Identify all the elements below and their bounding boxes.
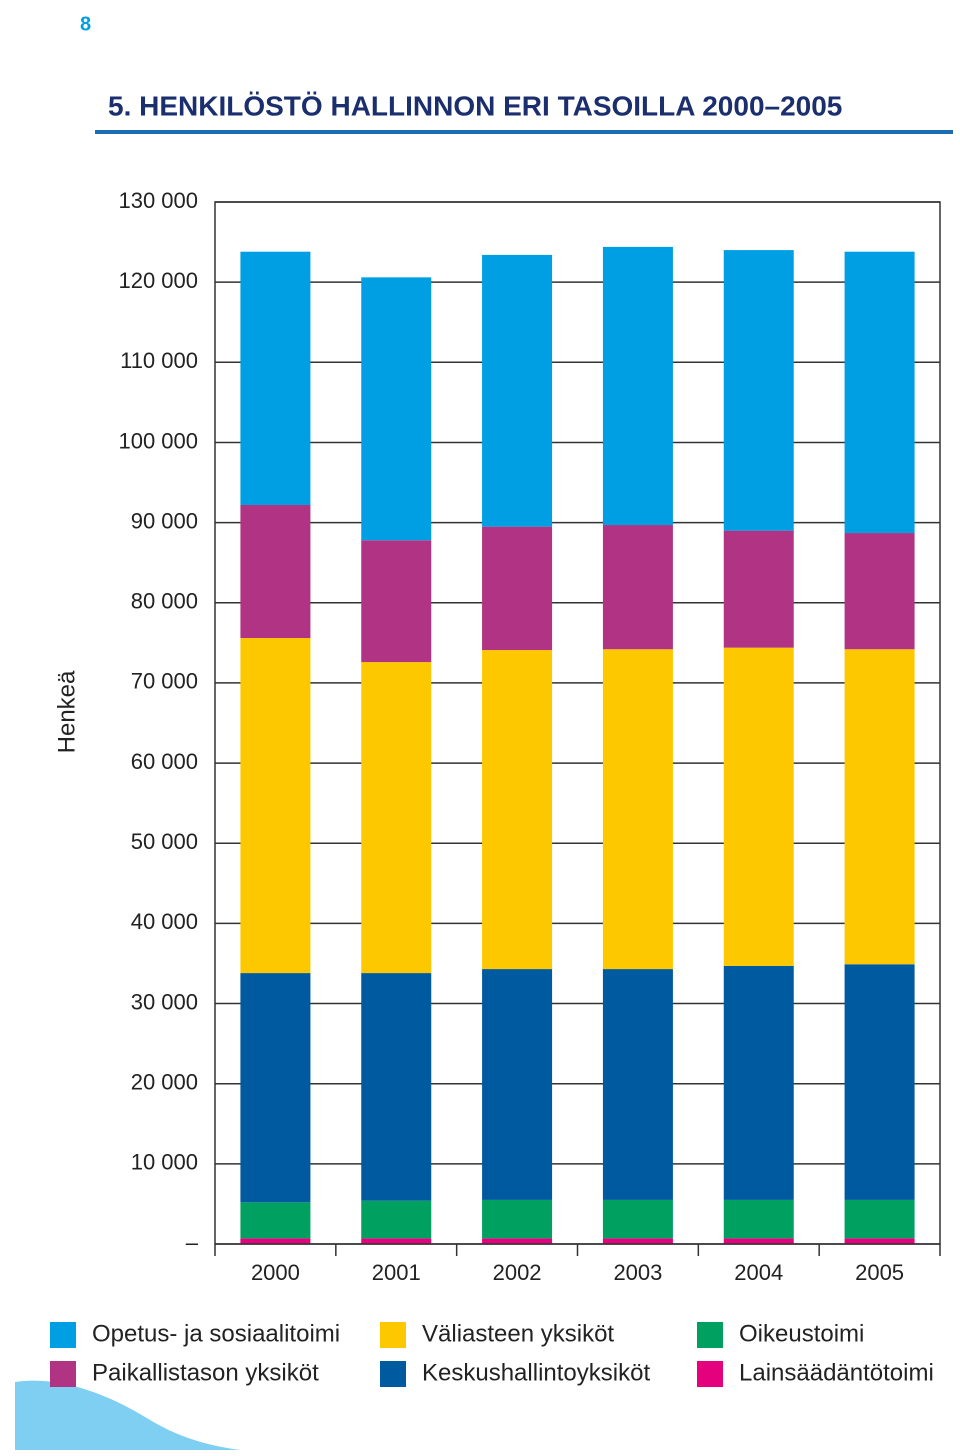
x-tick-label: 2002 bbox=[493, 1260, 542, 1285]
y-tick-label: 60 000 bbox=[131, 749, 198, 774]
legend-label: Oikeustoimi bbox=[739, 1320, 864, 1347]
bar-segment bbox=[240, 1238, 311, 1244]
legend-swatch bbox=[380, 1361, 406, 1387]
x-tick-label: 2005 bbox=[855, 1260, 904, 1285]
bar-segment bbox=[602, 969, 673, 1200]
y-tick-label: 30 000 bbox=[131, 989, 198, 1014]
bar-segment bbox=[240, 504, 311, 639]
x-tick-label: 2003 bbox=[613, 1260, 662, 1285]
legend-label: Keskushallintoyksiköt bbox=[422, 1359, 650, 1386]
title-rule bbox=[95, 130, 953, 134]
legend-label: Paikallistason yksiköt bbox=[92, 1359, 319, 1386]
bar-segment bbox=[844, 1199, 915, 1239]
legend-swatch bbox=[697, 1322, 723, 1348]
y-tick-label: 100 000 bbox=[118, 428, 198, 453]
bar-segment bbox=[482, 969, 553, 1200]
legend-swatch bbox=[697, 1361, 723, 1387]
y-tick-label: 110 000 bbox=[120, 348, 198, 373]
y-tick-label: 130 000 bbox=[118, 188, 198, 213]
y-tick-label: 80 000 bbox=[131, 589, 198, 614]
bar-segment bbox=[482, 1238, 553, 1244]
y-tick-label: 50 000 bbox=[131, 829, 198, 854]
plot-frame bbox=[214, 201, 941, 1245]
y-tick-label: 70 000 bbox=[131, 669, 198, 694]
legend-swatch bbox=[50, 1361, 76, 1387]
bar-segment bbox=[482, 526, 553, 651]
bar-segment bbox=[723, 647, 794, 966]
bar-segment bbox=[240, 251, 311, 505]
bar-segment bbox=[723, 965, 794, 1200]
bar-segment bbox=[602, 246, 673, 526]
bar-segment bbox=[723, 1238, 794, 1244]
y-axis-label: Henkeä bbox=[53, 670, 80, 753]
bar-segment bbox=[361, 540, 432, 663]
bar-segment bbox=[602, 1238, 673, 1244]
y-tick-label: – bbox=[186, 1230, 199, 1255]
legend-label: Opetus- ja sosiaalitoimi bbox=[92, 1320, 340, 1347]
bar-segment bbox=[361, 277, 432, 541]
bar-segment bbox=[240, 973, 311, 1203]
bar-segment bbox=[844, 1238, 915, 1244]
bar-segment bbox=[844, 533, 915, 650]
chart-title: 5. HENKILÖSTÖ HALLINNON ERI TASOILLA 200… bbox=[108, 90, 842, 121]
y-tick-label: 40 000 bbox=[131, 909, 198, 934]
y-tick-label: 10 000 bbox=[131, 1150, 198, 1175]
bar-segment bbox=[723, 1199, 794, 1239]
bar-segment bbox=[844, 964, 915, 1200]
y-tick-label: 20 000 bbox=[131, 1070, 198, 1095]
bar-segment bbox=[240, 638, 311, 974]
bar-segment bbox=[602, 649, 673, 970]
x-tick-label: 2000 bbox=[251, 1260, 300, 1285]
bar-segment bbox=[602, 525, 673, 650]
decoration bbox=[15, 1380, 240, 1450]
legend-swatch bbox=[380, 1322, 406, 1348]
bar-segment bbox=[361, 973, 432, 1201]
y-tick-label: 90 000 bbox=[131, 508, 198, 533]
bar-segment bbox=[482, 254, 553, 527]
x-tick-label: 2004 bbox=[734, 1260, 783, 1285]
bar-segment bbox=[482, 1199, 553, 1239]
bar-segment bbox=[723, 250, 794, 531]
page-number: 8 bbox=[80, 13, 91, 35]
bar-segment bbox=[361, 1238, 432, 1244]
bar-segment bbox=[844, 649, 915, 965]
legend-label: Väliasteen yksiköt bbox=[422, 1320, 614, 1347]
legend-label: Lainsäädäntötoimi bbox=[739, 1359, 934, 1386]
bar-segment bbox=[844, 251, 915, 534]
bar-segment bbox=[361, 1200, 432, 1239]
y-tick-label: 120 000 bbox=[118, 268, 198, 293]
x-tick-label: 2001 bbox=[372, 1260, 421, 1285]
legend-swatch bbox=[50, 1322, 76, 1348]
bar-segment bbox=[361, 662, 432, 974]
bar-segment bbox=[602, 1199, 673, 1239]
bar-segment bbox=[240, 1202, 311, 1239]
bar-segment bbox=[723, 530, 794, 648]
bar-segment bbox=[482, 650, 553, 970]
